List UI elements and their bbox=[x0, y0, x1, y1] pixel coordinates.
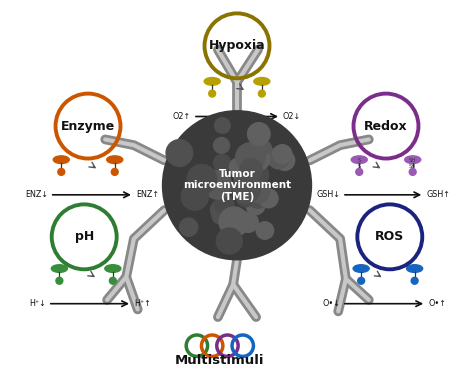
Circle shape bbox=[409, 168, 416, 175]
Text: Redox: Redox bbox=[364, 120, 408, 133]
Circle shape bbox=[204, 171, 232, 199]
Circle shape bbox=[248, 181, 270, 203]
Ellipse shape bbox=[107, 156, 123, 163]
Circle shape bbox=[212, 209, 228, 224]
Circle shape bbox=[246, 181, 268, 203]
Text: GSH↑: GSH↑ bbox=[426, 190, 450, 199]
Ellipse shape bbox=[254, 78, 270, 85]
Text: pH: pH bbox=[74, 230, 94, 243]
Circle shape bbox=[225, 208, 245, 228]
Circle shape bbox=[247, 165, 269, 186]
Circle shape bbox=[247, 123, 270, 145]
Circle shape bbox=[215, 195, 234, 214]
Circle shape bbox=[111, 168, 118, 175]
Circle shape bbox=[181, 183, 209, 210]
Circle shape bbox=[240, 159, 262, 181]
Circle shape bbox=[246, 146, 270, 170]
Text: GSH↓: GSH↓ bbox=[316, 190, 340, 199]
Circle shape bbox=[204, 170, 220, 186]
Circle shape bbox=[232, 175, 260, 203]
Circle shape bbox=[166, 140, 193, 166]
Ellipse shape bbox=[351, 156, 367, 163]
Text: O•↑: O•↑ bbox=[428, 299, 446, 308]
Circle shape bbox=[259, 142, 272, 154]
Circle shape bbox=[356, 168, 363, 175]
Text: H⁺↑: H⁺↑ bbox=[134, 299, 151, 308]
Circle shape bbox=[237, 189, 254, 207]
Text: O•↓: O•↓ bbox=[322, 299, 340, 308]
Ellipse shape bbox=[353, 265, 369, 272]
Circle shape bbox=[56, 277, 63, 284]
Text: ENZ↑: ENZ↑ bbox=[136, 190, 159, 199]
Circle shape bbox=[236, 143, 265, 172]
Circle shape bbox=[210, 200, 231, 220]
Circle shape bbox=[275, 151, 295, 170]
Circle shape bbox=[259, 189, 278, 208]
Circle shape bbox=[273, 145, 292, 164]
Ellipse shape bbox=[405, 156, 421, 163]
Ellipse shape bbox=[407, 265, 423, 272]
Ellipse shape bbox=[105, 265, 121, 272]
Text: H⁺↓: H⁺↓ bbox=[29, 299, 46, 308]
Text: ENZ↓: ENZ↓ bbox=[25, 190, 48, 199]
Ellipse shape bbox=[204, 78, 220, 85]
Circle shape bbox=[213, 154, 231, 172]
Circle shape bbox=[215, 118, 230, 133]
Circle shape bbox=[229, 158, 248, 177]
Circle shape bbox=[245, 182, 271, 208]
Circle shape bbox=[58, 168, 65, 175]
Circle shape bbox=[214, 138, 229, 154]
Circle shape bbox=[246, 196, 265, 215]
Text: S
S: S S bbox=[357, 158, 361, 168]
Circle shape bbox=[411, 277, 418, 284]
Circle shape bbox=[163, 111, 311, 260]
Text: SH
SH: SH SH bbox=[409, 158, 416, 168]
Circle shape bbox=[187, 165, 217, 194]
Text: ROS: ROS bbox=[375, 230, 404, 243]
Ellipse shape bbox=[53, 156, 69, 163]
Circle shape bbox=[358, 277, 365, 284]
Circle shape bbox=[180, 218, 198, 236]
Circle shape bbox=[209, 90, 216, 97]
Ellipse shape bbox=[51, 265, 67, 272]
Text: Tumor
microenvironment
(TME): Tumor microenvironment (TME) bbox=[183, 169, 291, 202]
Circle shape bbox=[258, 90, 265, 97]
Circle shape bbox=[109, 277, 116, 284]
Circle shape bbox=[238, 212, 258, 232]
Text: Hypoxia: Hypoxia bbox=[209, 39, 265, 52]
Circle shape bbox=[216, 228, 242, 254]
Text: Multistimuli: Multistimuli bbox=[175, 354, 264, 367]
Text: O2↑: O2↑ bbox=[173, 112, 191, 121]
Circle shape bbox=[256, 222, 273, 239]
Circle shape bbox=[219, 207, 249, 236]
Circle shape bbox=[268, 147, 289, 169]
Text: O2↓: O2↓ bbox=[283, 112, 301, 121]
Circle shape bbox=[234, 165, 256, 186]
Text: Enzyme: Enzyme bbox=[61, 120, 115, 133]
